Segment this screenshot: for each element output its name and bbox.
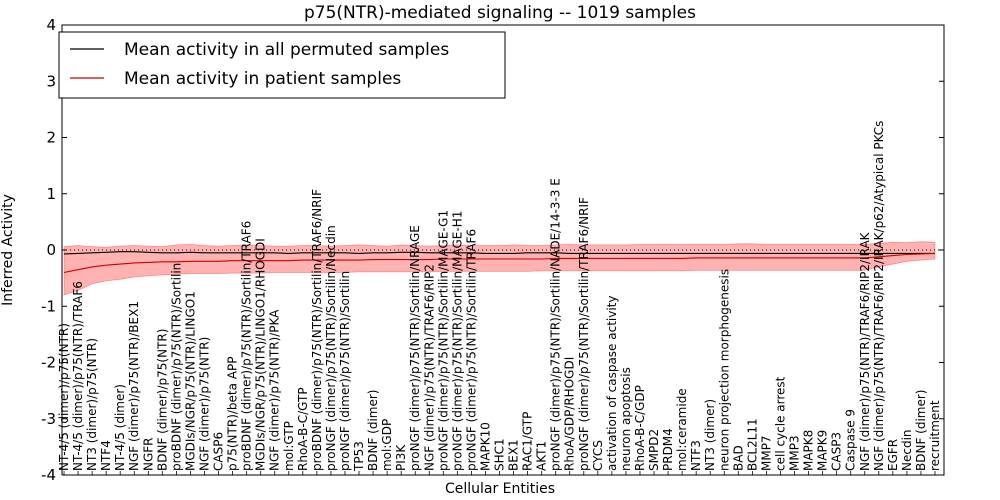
legend-label-patient: Mean activity in patient samples [124, 69, 401, 89]
x-tick-label: proNGF (dimer)/p75(NTR)/Sortilin/TRAF6 [464, 229, 478, 471]
x-tick-label: proNGF (dimer)/p75(NTR)/Sortilin/NADE/14… [549, 178, 563, 471]
x-tick-label: NGF (dimer)/p75(NTR)/TRAF6/RIP2/IRAK/p62… [872, 121, 886, 471]
x-tick-label: p75(NTR)/beta APP [226, 357, 240, 472]
x-axis-label: Cellular Entities [445, 481, 555, 497]
x-tick-label: proBDNF (dimer)/p75(NTR)/Sortilin [169, 263, 183, 471]
x-tick-label: mol:GDP [380, 419, 394, 471]
x-tick-label: cell cycle arrest [774, 376, 788, 471]
x-tick-label: AKT1 [535, 441, 549, 471]
x-tick-label: SMPD2 [647, 429, 661, 471]
x-tick-label: BDNF (dimer)/p75(NTR) [155, 329, 169, 471]
x-tick-label: proBDNF (dimer)/p75(NTR)/Sortilin/TRAF6/… [310, 189, 324, 471]
x-tick-label: MMP7 [759, 435, 773, 471]
x-tick-label: TP53 [352, 441, 366, 472]
x-tick-label: BEX1 [507, 439, 521, 471]
y-tick-label: -3 [41, 410, 56, 428]
x-tick-label: proNGF (dimer)/p75(NTR)/Sortilin/NRAGE [408, 225, 422, 471]
x-tick-label: mol:GTP [282, 421, 296, 471]
x-tick-label: EGFR [886, 439, 900, 471]
x-tick-label: NTF3 [689, 440, 703, 471]
series-line-0 [63, 251, 935, 255]
legend: Mean activity in all permuted samples Me… [58, 31, 506, 99]
x-tick-label: NT-4/5 (dimer)/p75(NTR)/TRAF6 [71, 281, 85, 471]
x-tick-label: NGF (dimer)/p75(NTR) [198, 337, 212, 471]
y-tick-label: 1 [46, 185, 56, 203]
band-area [63, 241, 936, 296]
x-tick-label: activation of caspase activity [605, 296, 619, 471]
x-tick-label: NGFR [141, 437, 155, 471]
legend-box [58, 31, 506, 99]
x-tick-label: MGDIs/NGR/p75(NTR)/LINGO1 [183, 291, 197, 471]
y-tick-label: -2 [41, 354, 56, 372]
series-layer [63, 251, 936, 274]
x-tick-label: MMP3 [788, 435, 802, 471]
y-tick-label: 3 [46, 72, 56, 90]
x-tick-label: proBDNF (dimer)/p75(NTR)/Sortilin/TRAF6 [240, 221, 254, 471]
x-tick-label: neuron apoptosis [619, 367, 633, 471]
x-tick-label: proNGF (dimer)/p75(NTR)/Sortilin/Necdin [324, 225, 338, 471]
y-axis-label: Inferred Activity [0, 194, 16, 306]
legend-label-permuted: Mean activity in all permuted samples [124, 40, 449, 60]
x-tick-label: MAPK9 [816, 430, 830, 471]
series-line-1 [63, 252, 936, 274]
x-tick-label: proNGF (dimer)/p75(NTR)/Sortilin [338, 271, 352, 471]
x-tick-label: NT3 (dimer)/p75(NTR) [85, 338, 99, 471]
x-tick-label: Necdin [900, 429, 914, 471]
x-tick-label: BDNF (dimer) [914, 390, 928, 472]
x-tick-label: RAC1/GTP [521, 412, 535, 471]
x-tick-label: MAPK8 [802, 430, 816, 471]
x-tick-label: neuron projection morphogenesis [717, 269, 731, 471]
y-tick-label: 4 [46, 16, 56, 34]
x-tick-label: PI3K [394, 444, 408, 471]
x-tick-label: SHC1 [493, 438, 507, 471]
x-tick-label: BDNF (dimer) [366, 390, 380, 472]
x-tick-label: proNGF (dimer)/p75(NTR)/Sortilin/MAGE-H1 [450, 211, 464, 471]
x-tick-label: NGF (dimer)/p75(NTR)/TRAF6/RIP2 [422, 264, 436, 471]
y-tick-label: -1 [41, 297, 56, 315]
x-tick-label: proNGF (dimer)/p75(NTR)/Sortilin/TRAF6/N… [577, 197, 591, 471]
x-tick-label: NTF4 [99, 440, 113, 471]
y-tick-label: 2 [46, 129, 56, 147]
x-tick-label: NGF (dimer)/p75(NTR)/PKA [268, 309, 282, 471]
x-tick-label: MAPK10 [479, 422, 493, 471]
x-tick-label: NGF (dimer)/p75(NTR)/BEX1 [127, 301, 141, 471]
x-tick-label: NT3 (dimer) [703, 399, 717, 471]
band-layer [62, 241, 944, 296]
y-tick-label: 0 [46, 241, 56, 259]
x-tick-label: BAD [731, 445, 745, 471]
x-tick-label: CASP3 [830, 432, 844, 471]
x-tick-label: Caspase 9 [844, 409, 858, 471]
x-tick-label: MGDIs/NGR/p75(NTR)/LINGO1/RHOGDI [254, 238, 268, 471]
x-tick-label: recruitment [928, 400, 942, 471]
x-tick-label: PRDM4 [661, 428, 675, 471]
x-tick-label: BCL2L11 [745, 418, 759, 471]
x-tick-label: RhoA-B-C/GDP [633, 385, 647, 471]
x-tick-label: NT-4/5 (dimer)/p75(NTR) [57, 323, 71, 471]
x-tick-label: CYCS [591, 440, 605, 471]
x-tick-labels: NT-4/5 (dimer)/p75(NTR) NT-4/5 (dimer)/p7… [57, 121, 942, 475]
x-tick-label: CASP6 [212, 432, 226, 471]
x-tick-label: NT-4/5 (dimer) [113, 384, 127, 471]
x-tick-label: RhoA/GDP/RHOGDI [563, 357, 577, 471]
y-tick-label: -4 [41, 466, 56, 484]
x-tick-label: NGF (dimer)/p75(NTR)/TRAF6/RIP2/IRAK [858, 231, 872, 471]
x-tick-label: RhoA-B-C/GTP [296, 387, 310, 471]
x-tick-label: mol:ceramide [675, 388, 689, 471]
chart-title: p75(NTR)-mediated signaling -- 1019 samp… [304, 3, 696, 23]
y-axis: -4 -3 -2 -1 0 1 2 3 4 [41, 16, 944, 484]
x-tick-label: proNGF (dimer)/p75(NTR)/Sortilin/MAGE-G1 [436, 210, 450, 471]
